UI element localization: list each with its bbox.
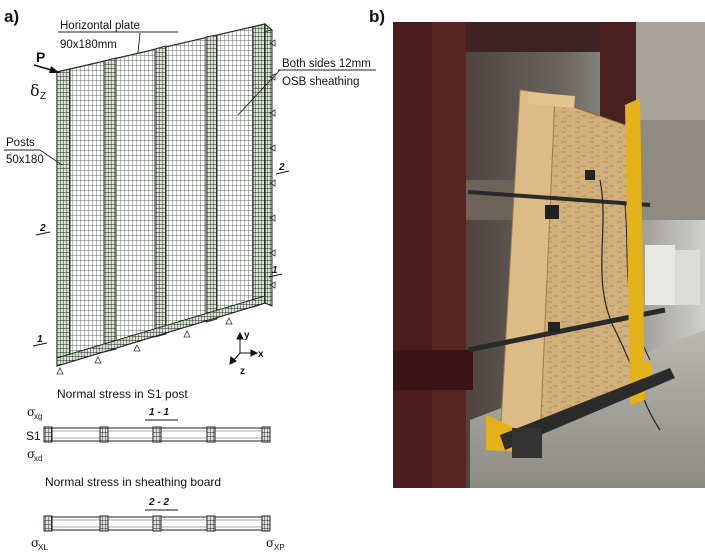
post-section-cut: 1 - 1 (149, 407, 169, 418)
load-label: P (36, 49, 45, 65)
restraint-icon (269, 214, 276, 222)
stress-left-symbol: σ (31, 536, 39, 550)
displacement-label: δ (30, 81, 40, 100)
support-icon (133, 344, 141, 352)
steel-column (393, 22, 435, 488)
sheathing-leader (237, 69, 281, 116)
load-arrow (33, 64, 60, 73)
stress-bottom-symbol: σ (27, 447, 35, 461)
stress-right-symbol: σ (266, 536, 274, 550)
post-left (56, 68, 71, 367)
steel-column (432, 22, 466, 488)
plate-leader (137, 32, 141, 54)
section-marks: 1 2 2 1 (32, 162, 290, 347)
restraint-icon (269, 109, 276, 117)
tie-rod (467, 190, 651, 207)
section-mark: 1 (272, 265, 278, 276)
axis-z-label: z (240, 366, 245, 377)
coordinate-axes (229, 331, 259, 365)
post-name-label: S1 (26, 429, 41, 443)
displacement-subscript: Z (40, 91, 46, 102)
panel-a-label: a) (4, 7, 19, 26)
post-section-title: Normal stress in S1 post (57, 387, 188, 401)
section-mark: 1 (37, 334, 43, 345)
stress-top-symbol: σ (27, 405, 35, 419)
axis-x-label: x (258, 349, 264, 360)
yellow-brace (625, 98, 645, 405)
posts-label: Posts (6, 137, 35, 149)
restraint-icon (269, 39, 276, 47)
restraint-icon (269, 281, 276, 289)
stress-top-subscript: xg (34, 412, 42, 421)
post-section-beam (43, 426, 271, 443)
posts-leader (39, 149, 63, 166)
bottom-plate (56, 295, 266, 367)
restraint-icon (269, 249, 276, 257)
stress-left-subscript: XL (38, 543, 48, 552)
post (154, 45, 167, 338)
posts-size-label: 50x180 (6, 154, 44, 166)
wall-side-face (264, 22, 273, 307)
bottom-rail (500, 368, 675, 450)
section-mark: 2 (39, 223, 46, 234)
wall-mesh-model (55, 22, 274, 367)
panel-b-label: b) (369, 7, 385, 26)
restraint-icon (269, 144, 276, 152)
stress-bottom-subscript: xd (34, 454, 42, 463)
restraint-icon (269, 179, 276, 187)
leader-lines (4, 31, 376, 166)
stress-right-subscript: XP (274, 543, 285, 552)
test-setup-photo (393, 22, 705, 488)
board-section-title: Normal stress in sheathing board (45, 475, 221, 489)
board-section-cut: 2 - 2 (148, 497, 169, 508)
post (103, 57, 117, 353)
support-icon (94, 356, 102, 364)
post-right (252, 23, 266, 308)
sheathing-label-line1: Both sides 12mm (282, 58, 371, 70)
board-section-beam (43, 515, 271, 532)
support-icon (183, 330, 191, 338)
section-mark: 2 (278, 162, 285, 173)
plate-size-label: 90x180mm (60, 39, 117, 51)
top-plate (528, 92, 575, 108)
post (205, 34, 218, 323)
support-icon (225, 317, 233, 325)
sheathing-label-line2: OSB sheathing (282, 76, 359, 88)
supports (56, 317, 233, 375)
support-icon (56, 367, 64, 375)
axis-y-label: y (244, 330, 250, 341)
horizontal-plate-label: Horizontal plate (60, 20, 140, 32)
